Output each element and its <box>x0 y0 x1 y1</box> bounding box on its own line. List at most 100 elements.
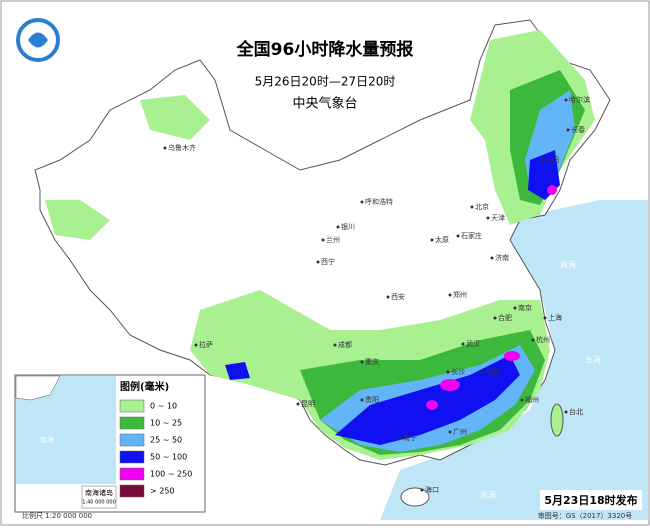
city-label: 广州 <box>453 427 467 436</box>
city-dot <box>481 370 485 374</box>
city-dot <box>543 316 547 320</box>
legend-label: > 250 <box>150 487 175 496</box>
city-dot <box>386 295 390 299</box>
city-dot <box>448 430 452 434</box>
city-dot <box>490 256 494 260</box>
city-label: 福州 <box>525 395 539 404</box>
city-label: 南宁 <box>403 433 417 442</box>
city-label: 长沙 <box>451 367 465 376</box>
city-dot <box>316 260 320 264</box>
issued: 5月23日18时发布 <box>544 493 637 507</box>
city-label: 天津 <box>491 214 505 222</box>
legend-label: 25 ~ 50 <box>150 436 182 445</box>
city-label: 太原 <box>435 235 449 244</box>
map-scale: 比例尺 1:20 000 000 <box>22 511 92 520</box>
city-label: 郑州 <box>453 291 467 299</box>
inset-title: 南海诸岛 <box>85 488 113 497</box>
city-label: 杭州 <box>536 335 550 344</box>
city-label: 呼和浩特 <box>365 197 393 206</box>
city-label: 西宁 <box>321 257 335 266</box>
city-dot <box>564 410 568 414</box>
legend: 0 ~ 10 10 ~ 25 25 ~ 50 50 ~ 100 100 ~ 250 > 2… <box>119 399 192 498</box>
city-label: 成都 <box>338 340 352 349</box>
sea-label: 南海 <box>480 490 496 500</box>
inset-scale: 1:40 000 000 <box>82 500 116 506</box>
city-label: 南昌 <box>486 367 500 376</box>
city-label: 上海 <box>548 313 562 322</box>
city-dot <box>430 238 434 242</box>
city-label: 武汉 <box>466 339 480 348</box>
ocean <box>380 200 648 520</box>
inset-sea-label: 南海 <box>40 435 54 444</box>
city-dot <box>398 436 402 440</box>
city-dot <box>446 370 450 374</box>
city-dot <box>296 402 300 406</box>
legend-swatch <box>119 433 145 447</box>
city-label: 昆明 <box>301 400 315 408</box>
city-label: 贵阳 <box>365 395 379 404</box>
legend-swatch <box>119 450 145 464</box>
city-dot <box>333 343 337 347</box>
city-dot <box>336 225 340 229</box>
review-number: 审图号：GS（2017）3320号 <box>538 511 633 520</box>
issuer: 中央气象台 <box>292 96 357 112</box>
subtitle: 5月26日20时—27日20时 <box>255 75 396 89</box>
city-dot <box>564 98 568 102</box>
city-dot <box>470 205 474 209</box>
city-label: 乌鲁木齐 <box>168 143 196 152</box>
city-dot <box>566 128 570 132</box>
city-label: 西安 <box>391 292 405 301</box>
city-dot <box>461 342 465 346</box>
city-label: 沈阳 <box>545 155 559 164</box>
city-dot <box>513 306 517 310</box>
city-label: 台北 <box>569 407 583 416</box>
logo-mark <box>28 32 48 48</box>
legend-label: 10 ~ 25 <box>150 419 182 428</box>
legend-swatch <box>119 467 145 481</box>
hainan <box>400 487 430 507</box>
city-dot <box>456 234 460 238</box>
inset-caption-box <box>81 485 117 509</box>
city-label: 重庆 <box>365 357 379 366</box>
sea-label: 东海 <box>585 355 601 365</box>
city-label: 北京 <box>475 202 489 211</box>
taiwan <box>550 403 564 437</box>
city-label: 海口 <box>425 485 439 494</box>
legend-swatch <box>119 399 145 413</box>
city-dot <box>194 343 198 347</box>
legend-label: 50 ~ 100 <box>150 453 187 462</box>
city-dot <box>360 398 364 402</box>
legend-swatch <box>119 416 145 430</box>
city-label: 石家庄 <box>461 231 482 240</box>
legend-label: 100 ~ 250 <box>150 470 192 479</box>
city-label: 合肥 <box>498 313 512 322</box>
issued-box <box>540 490 642 510</box>
title: 全国96小时降水量预报 <box>236 39 414 60</box>
legend-title: 图例(毫米) <box>120 380 169 393</box>
city-label: 长春 <box>571 125 585 134</box>
city-dot <box>520 398 524 402</box>
city-label: 南京 <box>518 303 532 312</box>
city-label: 银川 <box>341 222 355 231</box>
city-dot <box>540 158 544 162</box>
city-dot <box>486 216 490 220</box>
city-dot <box>448 293 452 297</box>
inset-land <box>15 375 61 401</box>
city-dot <box>321 238 325 242</box>
city-dot <box>360 200 364 204</box>
city-dot <box>420 488 424 492</box>
legend-label: 0 ~ 10 <box>150 402 177 411</box>
city-dot <box>163 146 167 150</box>
city-label: 兰州 <box>326 235 340 244</box>
legend-swatch <box>119 484 145 498</box>
city-dot <box>360 360 364 364</box>
city-label: 哈尔滨 <box>569 95 590 104</box>
city-dot <box>531 338 535 342</box>
city-label: 济南 <box>495 253 509 262</box>
sea-label: 黄海 <box>560 260 576 270</box>
city-dot <box>493 316 497 320</box>
city-label: 拉萨 <box>199 340 213 349</box>
